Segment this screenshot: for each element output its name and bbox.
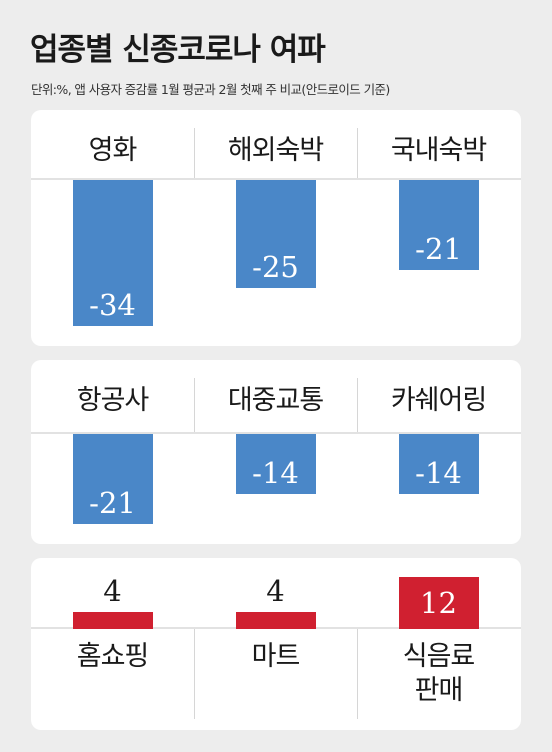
bar xyxy=(235,611,316,629)
category-label: 홈쇼핑 xyxy=(76,641,150,672)
value-label: 4 xyxy=(266,573,285,608)
category-label: 카쉐어링 xyxy=(390,385,487,416)
column-divider xyxy=(194,629,195,719)
value-label: 12 xyxy=(420,586,457,621)
value-label: -14 xyxy=(252,456,299,491)
value-label: -25 xyxy=(252,249,299,284)
value-label: -14 xyxy=(415,456,462,491)
bar xyxy=(398,577,479,629)
bar xyxy=(72,611,153,629)
category-label: 국내숙박 xyxy=(390,135,487,166)
bar xyxy=(235,180,316,288)
panel-group-2: 항공사 -21 대중교통 -14 카쉐어링 -14 xyxy=(31,360,521,544)
category-label: 항공사 xyxy=(76,385,150,416)
column-divider xyxy=(357,629,358,719)
bar xyxy=(72,434,153,525)
category-label: 마트 xyxy=(251,641,301,672)
bar xyxy=(398,434,479,495)
bar xyxy=(235,434,316,495)
panel-group-1: 영화 -34 해외숙박 -25 국내숙박 -21 xyxy=(31,110,521,346)
column-divider xyxy=(194,378,195,432)
category-label: 영화 xyxy=(88,135,138,166)
column-divider xyxy=(357,128,358,178)
value-label: -21 xyxy=(89,486,136,521)
category-label: 대중교통 xyxy=(227,385,324,416)
column-divider xyxy=(357,378,358,432)
value-label: -34 xyxy=(89,288,136,323)
column-divider xyxy=(194,128,195,178)
chart-title: 업종별 신종코로나 여파 xyxy=(30,32,326,68)
panel-group-3: 홈쇼핑 4 마트 4 식음료 판매 12 xyxy=(31,558,521,730)
chart-subtitle: 단위:%, 앱 사용자 증감률 1월 평균과 2월 첫째 주 비교(안드로이드 … xyxy=(31,82,390,97)
bar xyxy=(398,180,479,271)
baseline xyxy=(31,432,521,434)
category-label: 식음료 판매 xyxy=(402,641,476,706)
value-label: 4 xyxy=(103,573,122,608)
category-label: 해외숙박 xyxy=(227,135,324,166)
baseline xyxy=(31,178,521,180)
bar xyxy=(72,180,153,327)
value-label: -21 xyxy=(415,232,462,267)
